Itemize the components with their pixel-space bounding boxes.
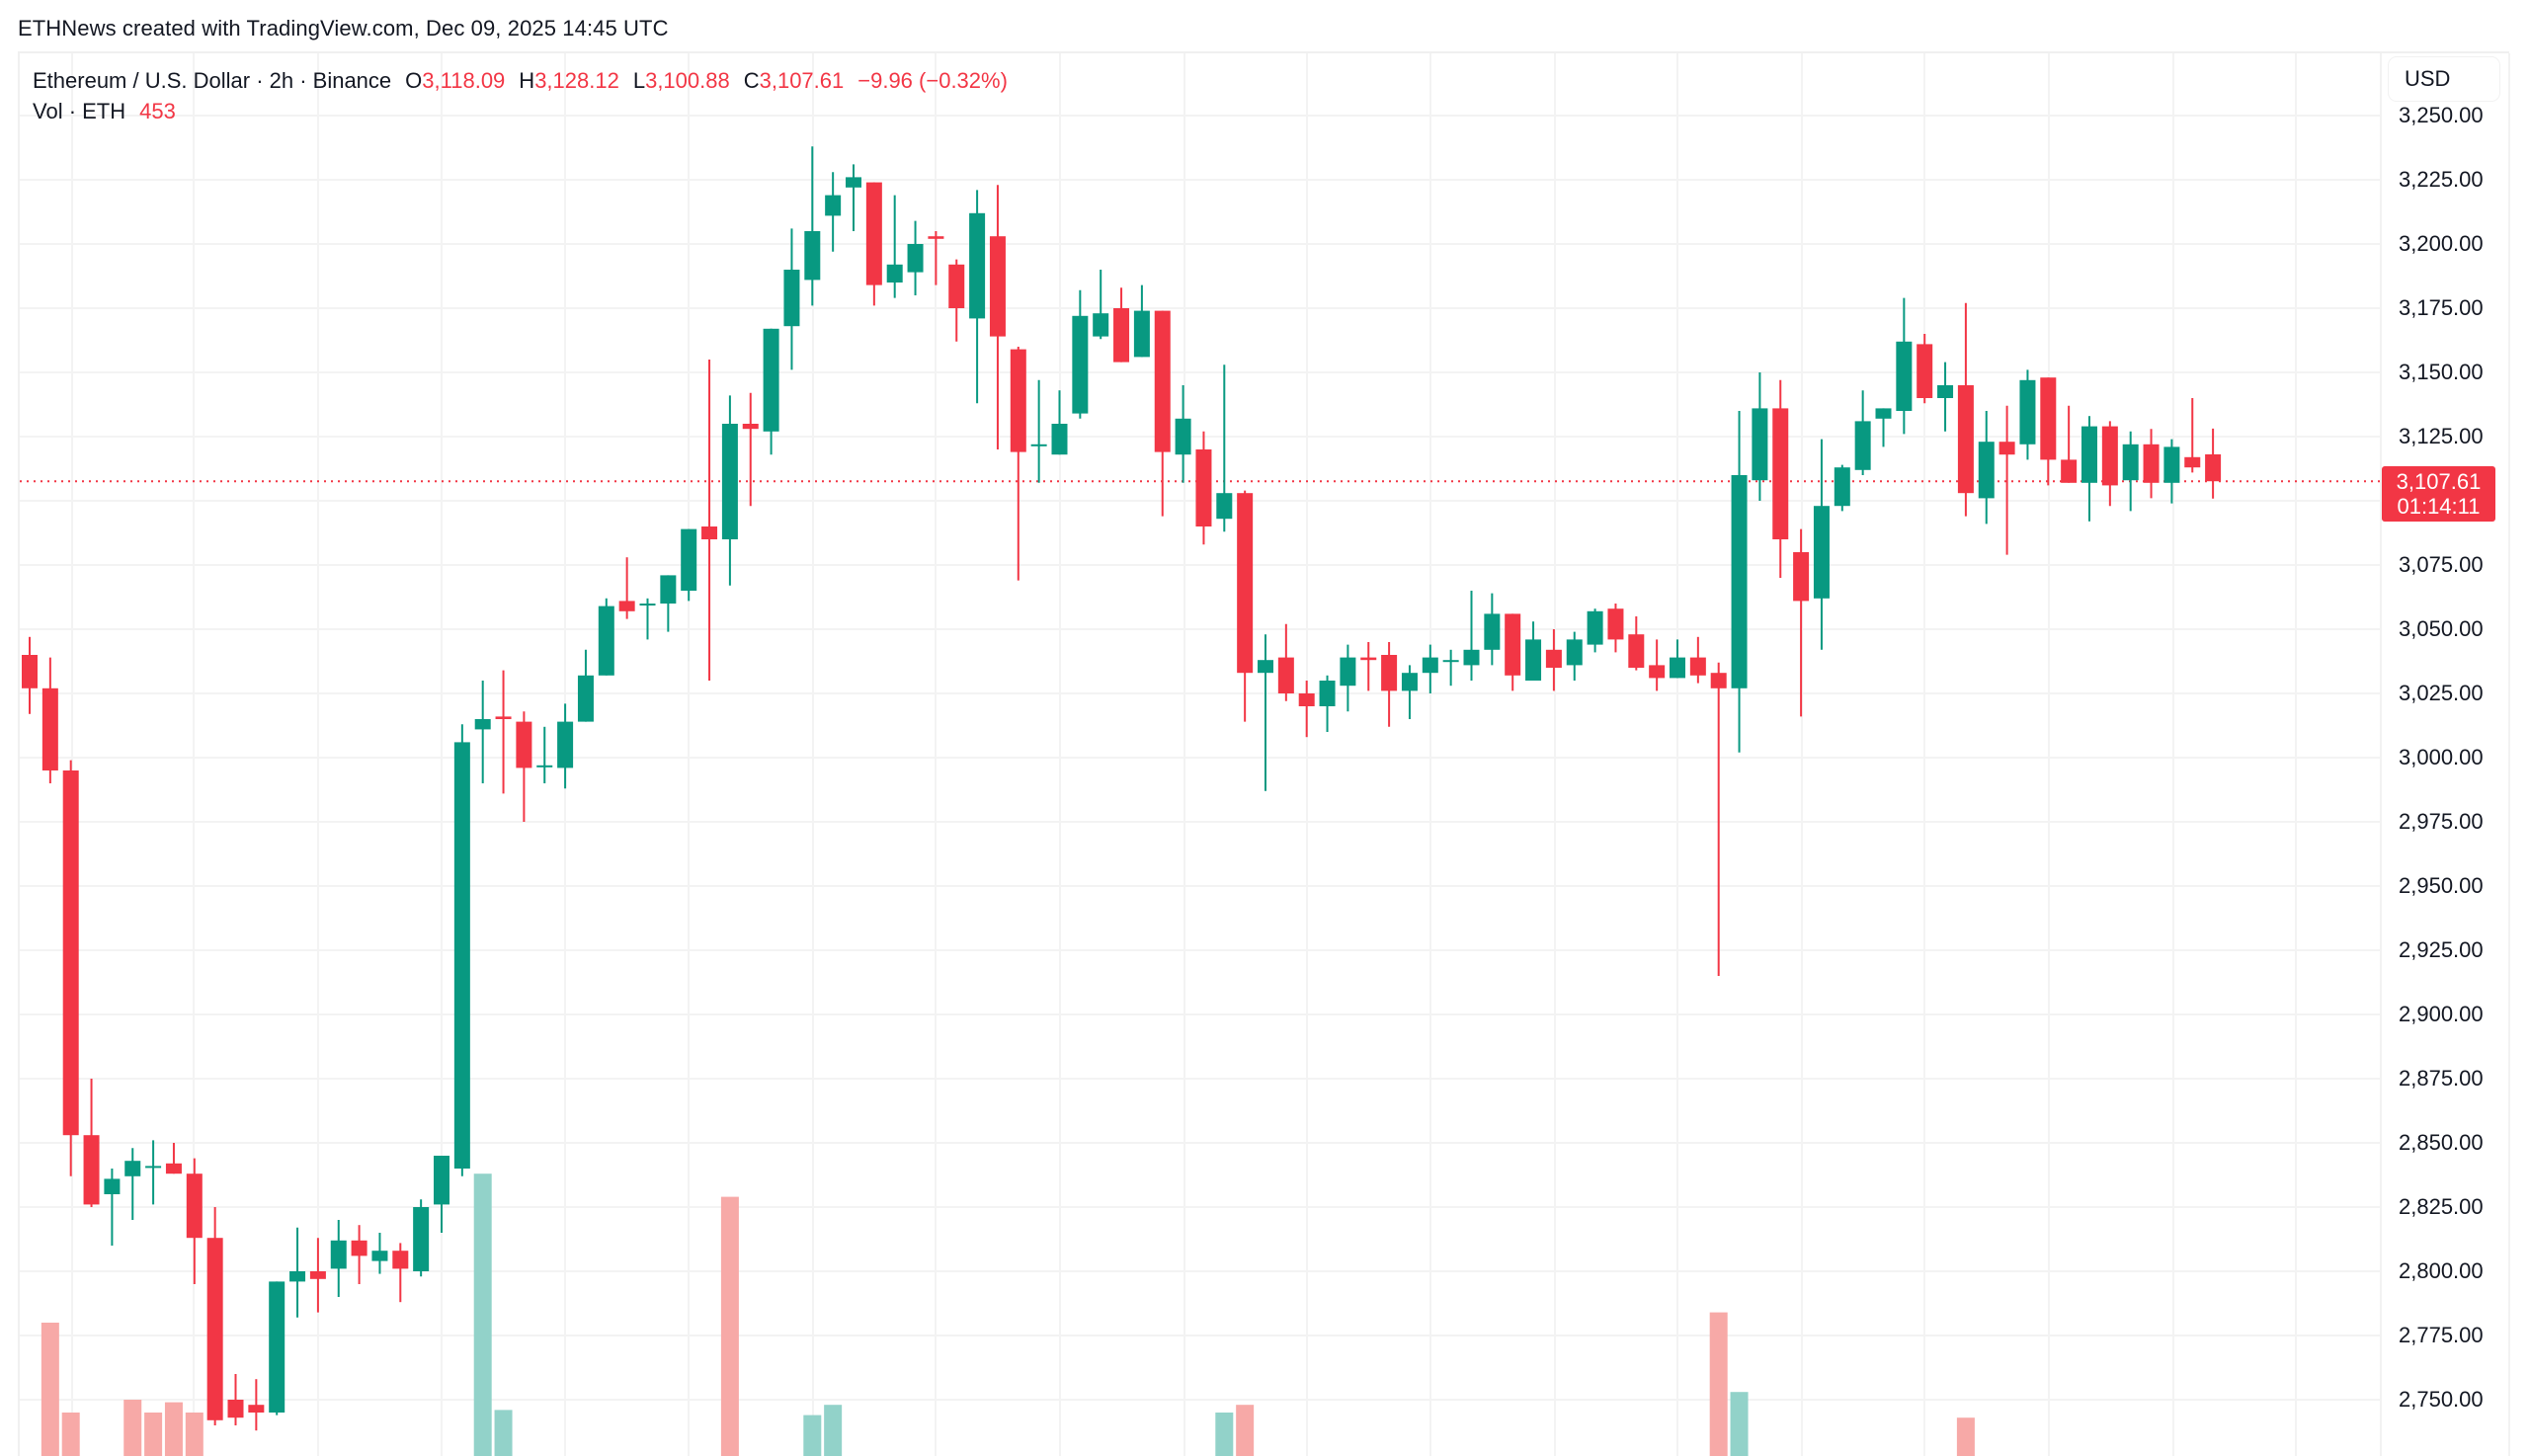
price-tick-label: 2,825.00 [2399,1194,2484,1219]
high-label: H [519,68,535,93]
close-label: C [743,68,760,93]
chart-frame [18,51,2509,1456]
price-tick-label: 2,775.00 [2399,1323,2484,1347]
volume-legend: Vol · ETH 453 [33,96,1021,126]
last-price-tag: 3,107.61 01:14:11 [2382,466,2495,522]
price-tick-label: 3,200.00 [2399,231,2484,256]
price-tick-label: 3,250.00 [2399,103,2484,127]
volume-label[interactable]: Vol · ETH [33,99,126,123]
price-tick-label: 3,125.00 [2399,424,2484,448]
high-value: 3,128.12 [534,68,619,93]
symbol-title[interactable]: Ethereum / U.S. Dollar · 2h · Binance [33,68,392,93]
change-value: −9.96 (−0.32%) [857,68,1008,93]
last-price-value: 3,107.61 [2396,469,2482,494]
price-tick-label: 3,025.00 [2399,681,2484,705]
volume-bars [41,1173,1975,1456]
price-tick-label: 2,800.00 [2399,1258,2484,1283]
low-label: L [632,68,646,93]
currency-button[interactable]: USD [2389,57,2499,101]
price-tick-label: 2,850.00 [2399,1130,2484,1155]
chart-caption: ETHNews created with TradingView.com, De… [18,16,669,40]
open-label: O [405,68,423,93]
price-tick-label: 2,975.00 [2399,809,2484,834]
close-value: 3,107.61 [759,68,845,93]
price-tick-label: 3,000.00 [2399,745,2484,769]
volume-value: 453 [139,99,176,123]
price-tick-label: 2,750.00 [2399,1387,2484,1412]
price-tick-label: 3,150.00 [2399,360,2484,384]
price-tick-label: 3,050.00 [2399,616,2484,641]
price-tick-label: 3,075.00 [2399,552,2484,577]
open-value: 3,118.09 [422,68,506,93]
grid-lines [20,53,2510,1456]
low-value: 3,100.88 [645,68,730,93]
price-tick-label: 2,925.00 [2399,937,2484,962]
price-tick-label: 2,900.00 [2399,1002,2484,1026]
candles [22,146,2222,1431]
bar-countdown: 01:14:11 [2397,494,2481,519]
price-tick-label: 2,950.00 [2399,873,2484,898]
price-tick-label: 2,875.00 [2399,1066,2484,1091]
price-tick-label: 3,175.00 [2399,295,2484,320]
price-tick-label: 3,225.00 [2399,167,2484,192]
